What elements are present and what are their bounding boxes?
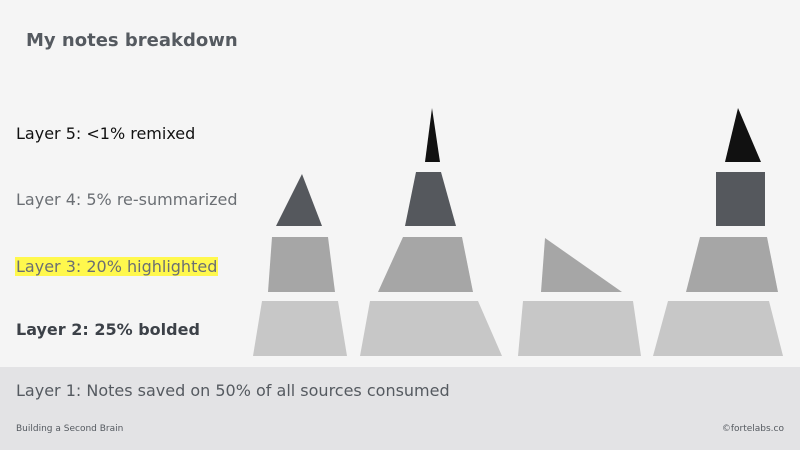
pyramid-2-layer-5 <box>425 108 440 162</box>
layer-5-label: Layer 5: <1% remixed <box>16 124 196 143</box>
pyramid-4-layer-4 <box>716 172 765 226</box>
pyramid-3-layer-2 <box>518 301 641 356</box>
slide-title: My notes breakdown <box>26 30 238 51</box>
pyramid-1-layer-3 <box>268 237 335 292</box>
pyramid-1 <box>253 174 347 356</box>
pyramid-1-layer-4 <box>276 174 322 226</box>
pyramid-4-layer-3 <box>686 237 778 292</box>
pyramid-4 <box>653 108 783 356</box>
layer-3-label: Layer 3: 20% highlighted <box>15 257 219 276</box>
pyramid-3 <box>518 238 641 356</box>
pyramid-4-layer-5 <box>725 108 761 162</box>
layer-1-label: Layer 1: Notes saved on 50% of all sourc… <box>16 381 450 400</box>
layer-2-label: Layer 2: 25% bolded <box>16 320 200 339</box>
pyramid-2-layer-2 <box>360 301 502 356</box>
layer-4-label: Layer 4: 5% re-summarized <box>16 190 238 209</box>
footer-course-name: Building a Second Brain <box>16 424 124 434</box>
pyramid-1-layer-2 <box>253 301 347 356</box>
pyramid-2-layer-4 <box>405 172 456 226</box>
pyramid-4-layer-2 <box>653 301 783 356</box>
pyramid-2 <box>360 108 502 356</box>
pyramid-2-layer-3 <box>378 237 473 292</box>
footer-copyright: ©fortelabs.co <box>721 424 784 434</box>
pyramid-3-layer-3 <box>541 238 622 292</box>
layer-1-band: Layer 1: Notes saved on 50% of all sourc… <box>0 367 800 450</box>
